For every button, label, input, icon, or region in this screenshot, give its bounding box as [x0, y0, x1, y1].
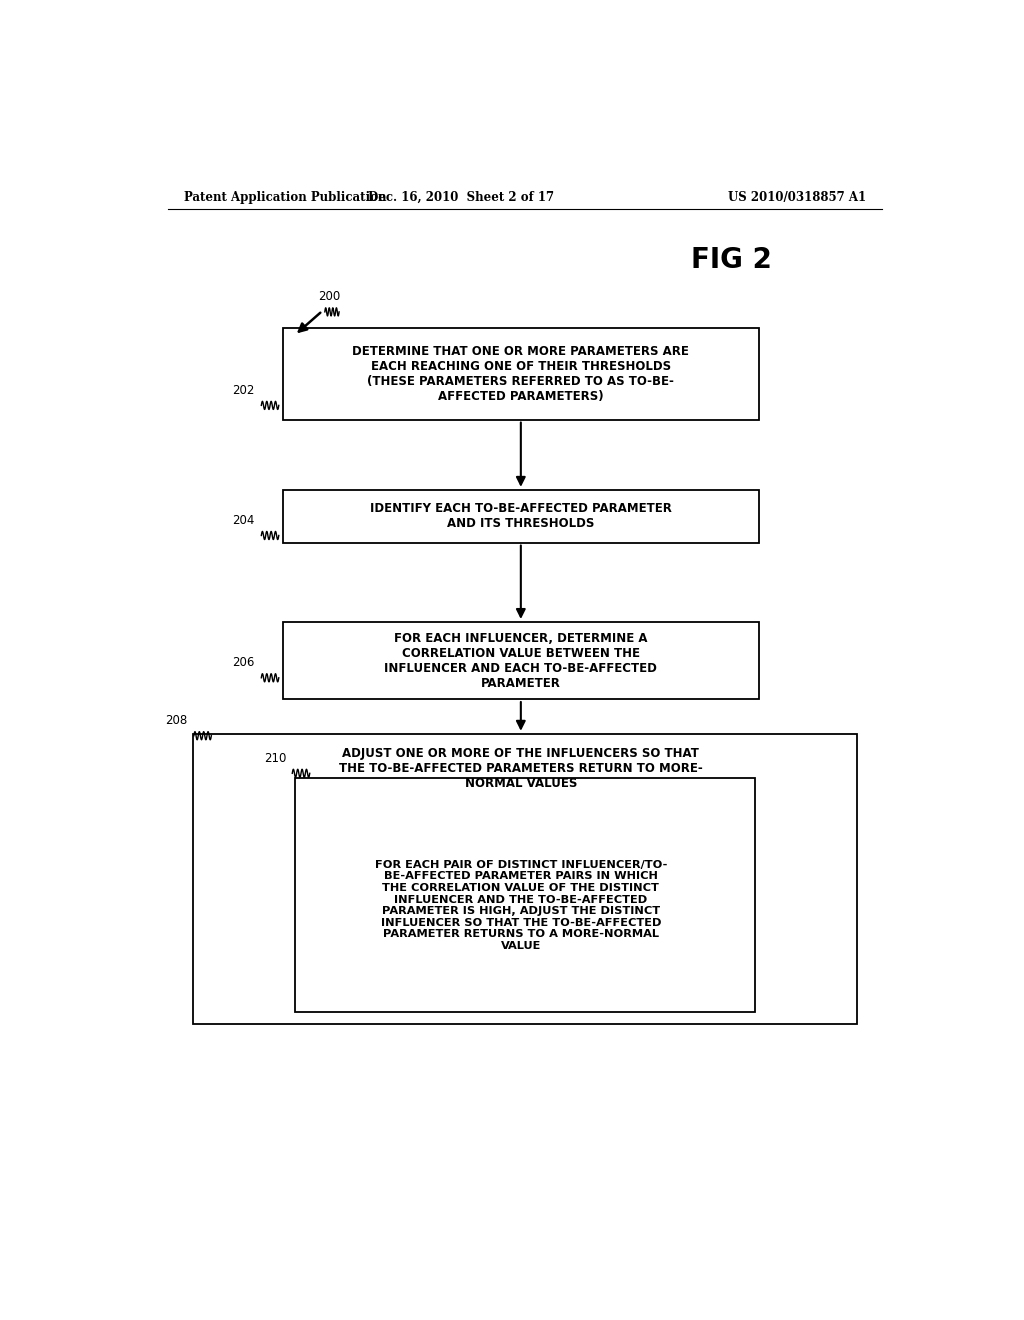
Text: FOR EACH PAIR OF DISTINCT INFLUENCER/TO-
BE-AFFECTED PARAMETER PAIRS IN WHICH
TH: FOR EACH PAIR OF DISTINCT INFLUENCER/TO-…: [375, 859, 667, 950]
Text: FOR EACH INFLUENCER, DETERMINE A
CORRELATION VALUE BETWEEN THE
INFLUENCER AND EA: FOR EACH INFLUENCER, DETERMINE A CORRELA…: [384, 631, 657, 689]
Text: 200: 200: [318, 289, 341, 302]
Text: US 2010/0318857 A1: US 2010/0318857 A1: [728, 190, 866, 203]
Text: FIG 2: FIG 2: [691, 246, 771, 275]
Text: 210: 210: [264, 751, 287, 764]
Text: ADJUST ONE OR MORE OF THE INFLUENCERS SO THAT
THE TO-BE-AFFECTED PARAMETERS RETU: ADJUST ONE OR MORE OF THE INFLUENCERS SO…: [339, 747, 702, 789]
Text: Patent Application Publication: Patent Application Publication: [183, 190, 386, 203]
FancyBboxPatch shape: [283, 622, 759, 700]
Text: Dec. 16, 2010  Sheet 2 of 17: Dec. 16, 2010 Sheet 2 of 17: [369, 190, 554, 203]
FancyBboxPatch shape: [194, 734, 856, 1024]
FancyBboxPatch shape: [283, 329, 759, 420]
Text: 208: 208: [165, 714, 187, 727]
Text: IDENTIFY EACH TO-BE-AFFECTED PARAMETER
AND ITS THRESHOLDS: IDENTIFY EACH TO-BE-AFFECTED PARAMETER A…: [370, 502, 672, 531]
FancyBboxPatch shape: [283, 490, 759, 543]
Text: 202: 202: [232, 384, 255, 396]
Text: DETERMINE THAT ONE OR MORE PARAMETERS ARE
EACH REACHING ONE OF THEIR THRESHOLDS
: DETERMINE THAT ONE OR MORE PARAMETERS AR…: [352, 345, 689, 403]
FancyBboxPatch shape: [295, 779, 755, 1012]
Text: 206: 206: [232, 656, 255, 669]
Text: 204: 204: [232, 513, 255, 527]
